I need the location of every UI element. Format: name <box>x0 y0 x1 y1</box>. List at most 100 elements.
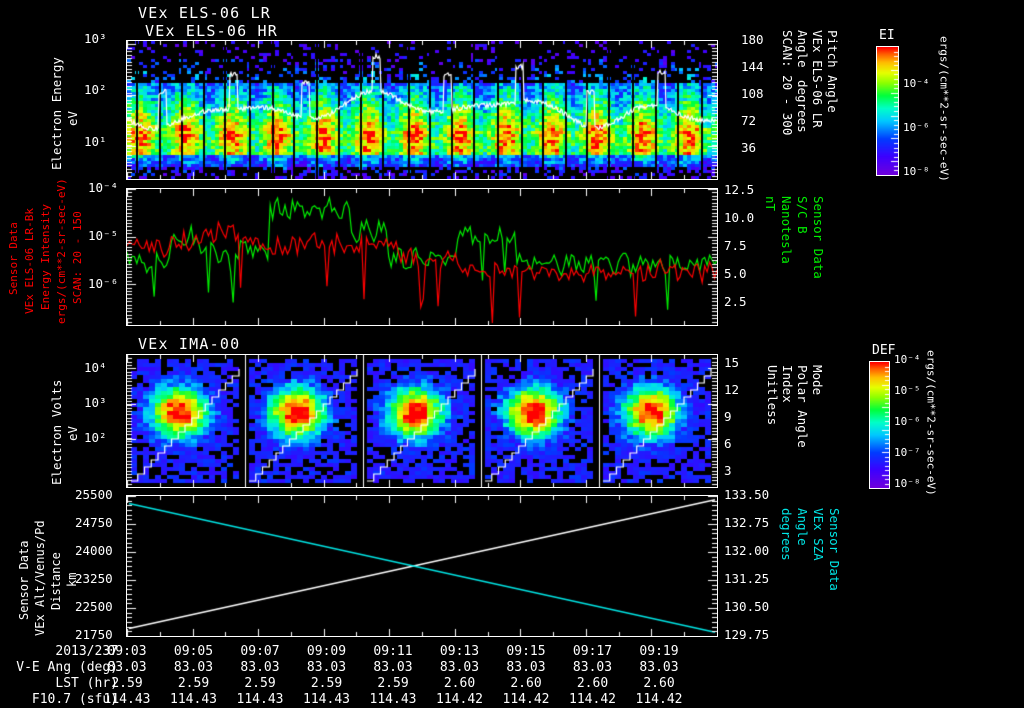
row-ve-ang-label: V-E Ang (deg) <box>16 660 118 675</box>
row-ve-ang-cell-6: 83.03 <box>506 660 546 675</box>
panel1-y2tick-0: 180 <box>741 32 764 47</box>
panel2-y2-label-nanotesla: Nanotesla <box>779 196 795 264</box>
row-time-label: 2013/237 <box>55 644 118 659</box>
panel3-y2-label-mode: Mode <box>810 365 826 396</box>
panel3-y2-label-index: Index <box>780 365 796 403</box>
panel3-y2tick-0: 15 <box>724 355 740 370</box>
panel4-y2tick-0: 133.50 <box>724 487 770 502</box>
row-ve-ang-cell-8: 83.03 <box>639 660 679 675</box>
row-f107-cell-1: 114.43 <box>170 692 217 707</box>
panel4-y2tick-2: 132.00 <box>724 543 770 558</box>
panel4-ytick-1: 24750 <box>75 515 113 530</box>
row-time-cell-0: 09:03 <box>107 644 147 659</box>
row-lst-label: LST (hr) <box>55 676 118 691</box>
panel1-title-lr: VEx ELS-06 LR <box>138 4 271 22</box>
row-time-cell-3: 09:09 <box>306 644 347 659</box>
panel4-ytick-2: 24000 <box>75 543 113 558</box>
panel1-y-axis-units: eV <box>65 110 80 126</box>
row-f107-cell-3: 114.43 <box>303 692 350 707</box>
row-time-cell-7: 09:17 <box>572 644 613 659</box>
row-ve-ang-cell-3: 83.03 <box>306 660 347 675</box>
panel4-ytick-5: 21750 <box>75 627 113 642</box>
row-lst-cell-7: 2.60 <box>576 676 609 691</box>
panel4-y2-label-sza: VEx SZA <box>811 508 827 561</box>
panel2-left-label-source: VEx ELS-06 LR-Bk <box>23 208 36 314</box>
row-time-cell-5: 09:13 <box>439 644 480 659</box>
row-lst-cell-1: 2.59 <box>177 676 210 691</box>
panel3-plot-area[interactable] <box>126 354 718 488</box>
panel3-y2tick-3: 6 <box>724 436 732 451</box>
colorbar1-tick-0: 10⁻⁴ <box>903 77 930 90</box>
row-lst-cell-8: 2.60 <box>643 676 675 691</box>
colorbar1-gradient <box>876 46 899 176</box>
colorbar2-units: ergs/(cm**2-sr-sec-eV) <box>924 350 938 496</box>
row-f107-cell-0: 114.43 <box>103 692 151 707</box>
row-lst-cell-4: 2.59 <box>377 676 409 691</box>
panel1-y-axis-label: Electron Energy <box>49 57 64 170</box>
panel2-y2-label-nt: nT <box>763 196 779 212</box>
panel2-left-label-sensor-data: Sensor Data <box>7 222 20 295</box>
row-ve-ang-cell-4: 83.03 <box>373 660 413 675</box>
colorbar2-tick-4: 10⁻⁸ <box>894 477 921 490</box>
panel4-plot-area[interactable] <box>126 495 718 637</box>
row-ve-ang-cell-5: 83.03 <box>439 660 480 675</box>
row-f107-cell-7: 114.42 <box>569 692 616 707</box>
panel1-y2-label-scan: SCAN: 20 - 300 <box>780 30 796 136</box>
panel2-left-label-scan: SCAN: 20 - 150 <box>71 211 84 304</box>
row-f107-label: F10.7 (sfu) <box>31 692 118 707</box>
panel4-y2-label-angle: Angle <box>795 508 811 546</box>
panel1-y2-label-angle: Angle <box>795 30 811 68</box>
row-f107-cell-4: 114.43 <box>369 692 417 707</box>
row-lst-cell-3: 2.59 <box>310 676 343 691</box>
row-f107-cell-5: 114.42 <box>436 692 483 707</box>
panel2-plot-area[interactable] <box>126 188 718 326</box>
panel1-y2tick-3: 72 <box>741 113 757 128</box>
panel2-left-label-energy-intensity: Energy Intensity <box>39 204 52 310</box>
panel4-left-label-distance: Distance <box>49 552 63 610</box>
panel2-y2-label-sensor-data: Sensor Data <box>811 196 827 279</box>
row-ve-ang-cell-0: 83.03 <box>107 660 147 675</box>
panel3-y2tick-4: 3 <box>724 463 732 478</box>
panel3-y-axis-label: Electron Volts <box>49 379 64 485</box>
panel1-y2tick-4: 36 <box>741 140 757 155</box>
panel1-ytick-2: 10¹ <box>84 134 107 149</box>
panel1-y2-label-source: VEx ELS-06 LR <box>810 30 826 128</box>
panel3-title: VEx IMA-00 <box>138 335 241 353</box>
row-lst-cell-6: 2.60 <box>510 676 542 691</box>
panel4-ytick-3: 23250 <box>75 571 113 586</box>
panel1-ytick-1: 10² <box>84 82 107 97</box>
row-f107-cell-2: 114.43 <box>236 692 284 707</box>
row-time-cell-1: 09:05 <box>173 644 214 659</box>
row-time-cell-4: 09:11 <box>373 644 413 659</box>
panel3-y-axis-units: eV <box>65 425 80 441</box>
colorbar1-units: ergs/(cm**2-sr-sec-eV) <box>937 36 951 182</box>
panel2-ytick-2: 10⁻⁶ <box>88 276 119 291</box>
panel3-y2tick-1: 12 <box>724 382 740 397</box>
panel2-y2tick-0: 12.5 <box>724 182 755 197</box>
colorbar2-tick-3: 10⁻⁷ <box>894 446 921 459</box>
panel3-ytick-0: 10⁴ <box>84 360 107 375</box>
panel2-y2tick-4: 2.5 <box>724 294 747 309</box>
row-lst-cell-2: 2.59 <box>244 676 276 691</box>
panel3-y2tick-2: 9 <box>724 409 732 424</box>
colorbar2-tick-2: 10⁻⁶ <box>894 415 921 428</box>
panel2-y2tick-2: 7.5 <box>724 238 747 253</box>
row-f107-cell-8: 114.42 <box>635 692 683 707</box>
row-lst-cell-0: 2.59 <box>111 676 143 691</box>
panel4-y2tick-5: 129.75 <box>724 627 770 642</box>
panel1-plot-area[interactable] <box>126 40 718 180</box>
panel4-y2-label-degrees: degrees <box>779 508 795 561</box>
panel2-y2-label-sc-b: S/C B <box>795 196 811 234</box>
colorbar2-gradient <box>869 361 890 489</box>
panel1-y2tick-2: 108 <box>741 86 764 101</box>
row-time-cell-6: 09:15 <box>506 644 546 659</box>
row-lst-cell-5: 2.60 <box>443 676 476 691</box>
panel2-ytick-0: 10⁻⁴ <box>88 180 119 195</box>
row-time-cell-2: 09:07 <box>240 644 280 659</box>
panel1-y2-label-degrees: degrees <box>795 80 811 133</box>
panel1-ytick-0: 10³ <box>84 31 107 46</box>
panel2-left-label-units: ergs/(cm**2-sr-sec-eV) <box>55 178 68 324</box>
panel3-ytick-1: 10³ <box>84 395 107 410</box>
panel2-ytick-1: 10⁻⁵ <box>88 228 119 243</box>
